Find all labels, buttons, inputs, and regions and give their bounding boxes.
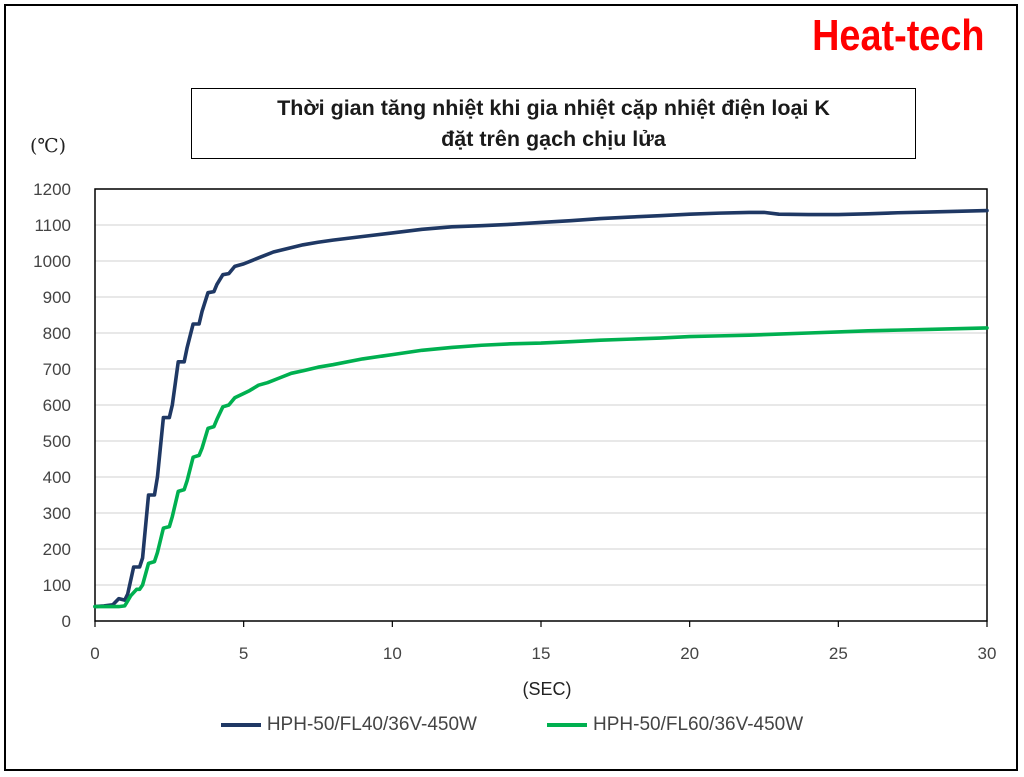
y-tick-label-700: 700 [43, 360, 71, 379]
x-tick-label-25: 25 [829, 644, 848, 663]
y-tick-label-1100: 1100 [34, 216, 71, 235]
y-tick-label-1200: 1200 [33, 180, 71, 199]
legend-item-series-2: HPH-50/FL60/36V-450W [547, 714, 803, 736]
x-tick-label-20: 20 [680, 644, 699, 663]
series-line-1 [93, 208, 989, 609]
y-tick-label-600: 600 [43, 396, 71, 415]
legend-swatch-series-1 [220, 723, 261, 727]
y-tick-label-1000: 1000 [33, 252, 71, 271]
y-tick-label-300: 300 [43, 504, 71, 523]
x-tick-label-5: 5 [239, 644, 248, 663]
y-tick-label-100: 100 [43, 576, 71, 595]
series-line-2 [93, 326, 989, 609]
legend-label-series-1: HPH-50/FL40/36V-450W [266, 714, 477, 735]
chart-title-line-1: Thời gian tăng nhiệt khi gia nhiệt cặp n… [277, 95, 830, 120]
chart-title-line-2: đặt trên gạch chịu lửa [441, 126, 666, 151]
x-tick-label-15: 15 [532, 644, 551, 663]
legend-item-series-1: HPH-50/FL40/36V-450W [220, 714, 477, 736]
chart-title-box: Thời gian tăng nhiệt khi gia nhiệt cặp n… [191, 88, 916, 159]
brand-logo: Heat-tech [811, 11, 984, 60]
y-tick-label-800: 800 [43, 324, 71, 343]
y-axis-unit-label: (℃) [30, 135, 67, 157]
x-tick-label-30: 30 [978, 644, 997, 663]
legend: HPH-50/FL40/36V-450W HPH-50/FL60/36V-450… [0, 714, 1024, 736]
y-tick-label-200: 200 [43, 540, 71, 559]
y-tick-label-0: 0 [62, 612, 71, 631]
x-tick-label-0: 0 [90, 644, 99, 663]
y-tick-label-900: 900 [43, 288, 71, 307]
legend-label-series-2: HPH-50/FL60/36V-450W [593, 714, 804, 735]
legend-swatch-series-2 [547, 723, 587, 727]
chart-frame [4, 4, 1018, 771]
y-tick-label-500: 500 [43, 432, 71, 451]
x-tick-label-10: 10 [383, 644, 402, 663]
y-tick-label-400: 400 [43, 468, 71, 487]
x-axis-label: (SEC) [522, 679, 572, 699]
